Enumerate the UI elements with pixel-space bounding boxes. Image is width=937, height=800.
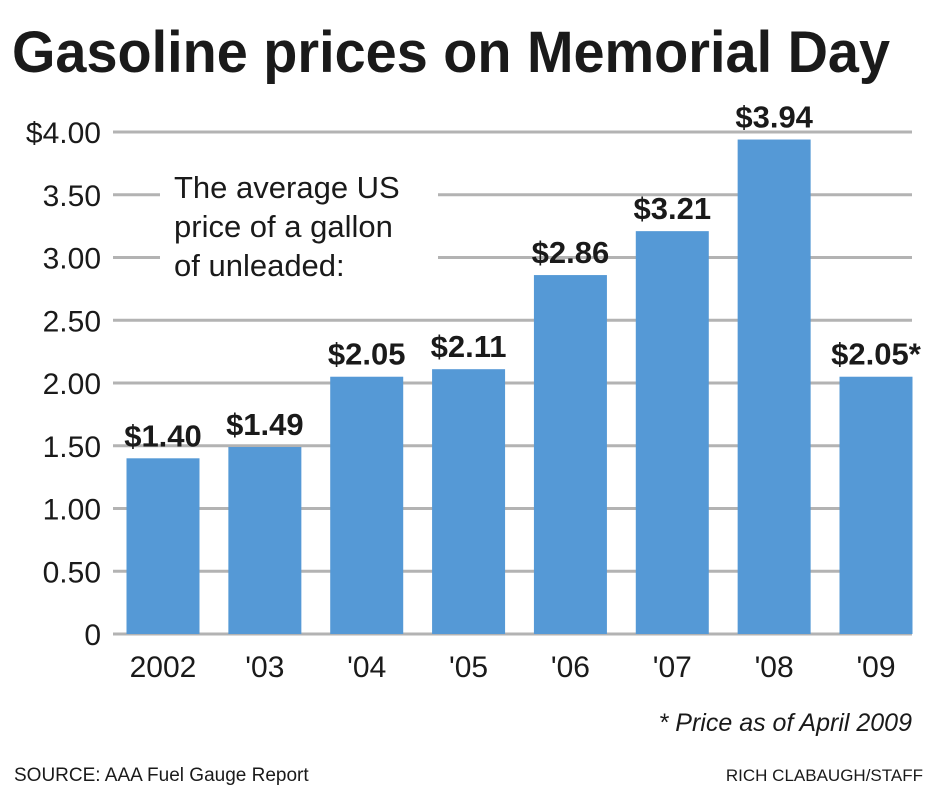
annotation: The average US price of a gallon of unle… xyxy=(174,170,400,283)
y-tick-label: 3.00 xyxy=(43,243,101,276)
x-tick-label: '07 xyxy=(653,651,692,684)
footnote: * Price as of April 2009 xyxy=(659,709,912,737)
y-tick-label: 1.50 xyxy=(43,431,101,464)
data-label: $2.05 xyxy=(328,337,406,372)
data-label: $3.94 xyxy=(735,100,813,135)
x-tick-label: '05 xyxy=(449,651,488,684)
y-tick-label: 0 xyxy=(84,619,101,652)
data-label: $1.40 xyxy=(124,418,202,453)
source: SOURCE: AAA Fuel Gauge Report xyxy=(14,765,309,786)
bar xyxy=(533,275,607,634)
data-label: $2.86 xyxy=(532,235,610,270)
y-tick-label: 0.50 xyxy=(43,556,101,589)
x-tick-label: '06 xyxy=(551,651,590,684)
annotation-line: price of a gallon xyxy=(174,209,393,244)
x-tick-label: '08 xyxy=(755,651,794,684)
chart-title: Gasoline prices on Memorial Day xyxy=(12,20,890,85)
y-tick-label: 2.50 xyxy=(43,305,101,338)
x-tick-label: '04 xyxy=(347,651,386,684)
bar xyxy=(839,376,913,634)
bar xyxy=(737,139,811,634)
x-tick-label: 2002 xyxy=(130,651,197,684)
data-label: $3.21 xyxy=(633,191,711,226)
y-tick-label: 1.00 xyxy=(43,494,101,527)
x-tick-label: '09 xyxy=(856,651,895,684)
bar xyxy=(635,231,709,634)
data-label: $2.11 xyxy=(431,329,507,364)
bar xyxy=(330,376,404,634)
annotation-line: The average US xyxy=(174,170,400,205)
annotation-line: of unleaded: xyxy=(174,248,345,283)
y-tick-label: 3.50 xyxy=(43,180,101,213)
annotation-background xyxy=(160,162,438,292)
bar xyxy=(432,369,506,634)
credit: RICH CLABAUGH/STAFF xyxy=(726,766,923,785)
y-tick-label: 2.00 xyxy=(43,368,101,401)
y-tick-label: $4.00 xyxy=(26,117,101,150)
data-label: $2.05* xyxy=(831,337,922,372)
x-tick-label: '03 xyxy=(245,651,284,684)
bar xyxy=(228,447,302,634)
data-label: $1.49 xyxy=(226,407,304,442)
bar xyxy=(126,458,200,634)
